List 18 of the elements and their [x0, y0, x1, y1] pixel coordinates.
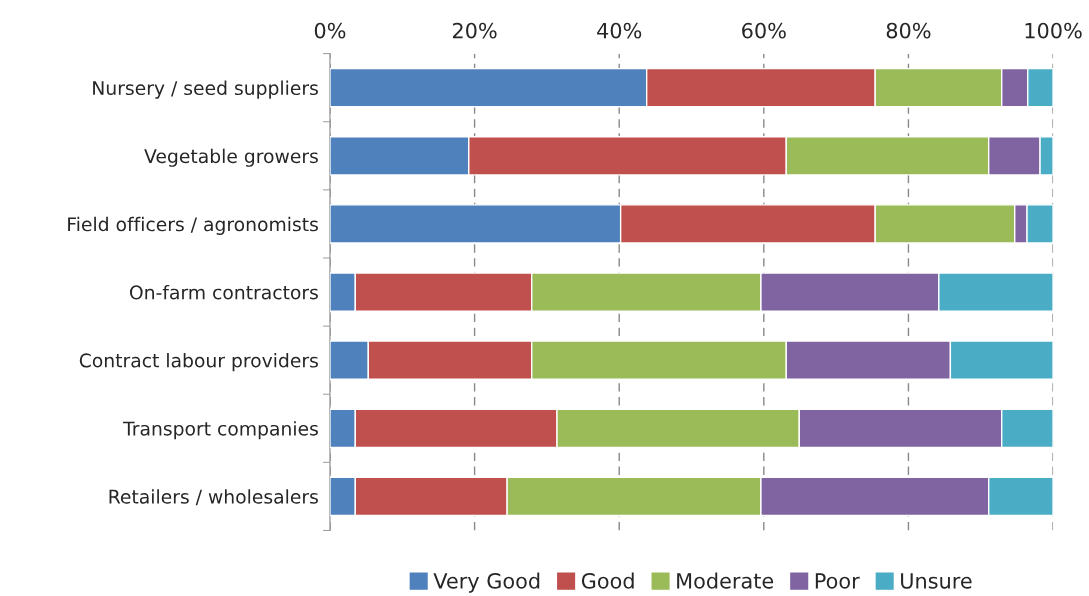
x-tick-label: 40%	[597, 22, 642, 39]
y-tick-label: Transport companies	[123, 421, 318, 440]
y-tick-label: Nursery / seed suppliers	[93, 80, 318, 99]
legend-label: Good	[581, 572, 634, 589]
x-tick-label: 0%	[314, 22, 346, 39]
y-tick-label: On-farm contractors	[129, 284, 318, 300]
x-tick-label: 80%	[886, 22, 931, 39]
y-tick-label: Contract labour providers	[79, 353, 318, 372]
x-tick-label: 100%	[1025, 22, 1082, 39]
y-tick-label: Field officers / agronomists	[68, 216, 318, 235]
y-tick-label: Retailers / wholesalers	[109, 489, 318, 506]
legend-label: Poor	[815, 573, 860, 589]
x-tick-label: 20%	[452, 22, 497, 39]
legend-label: Moderate	[677, 572, 774, 589]
legend-label: Unsure	[901, 573, 972, 589]
x-tick-label: 60%	[742, 22, 786, 39]
legend-label: Very Good	[433, 572, 540, 593]
y-tick-label: Vegetable growers	[144, 148, 318, 167]
